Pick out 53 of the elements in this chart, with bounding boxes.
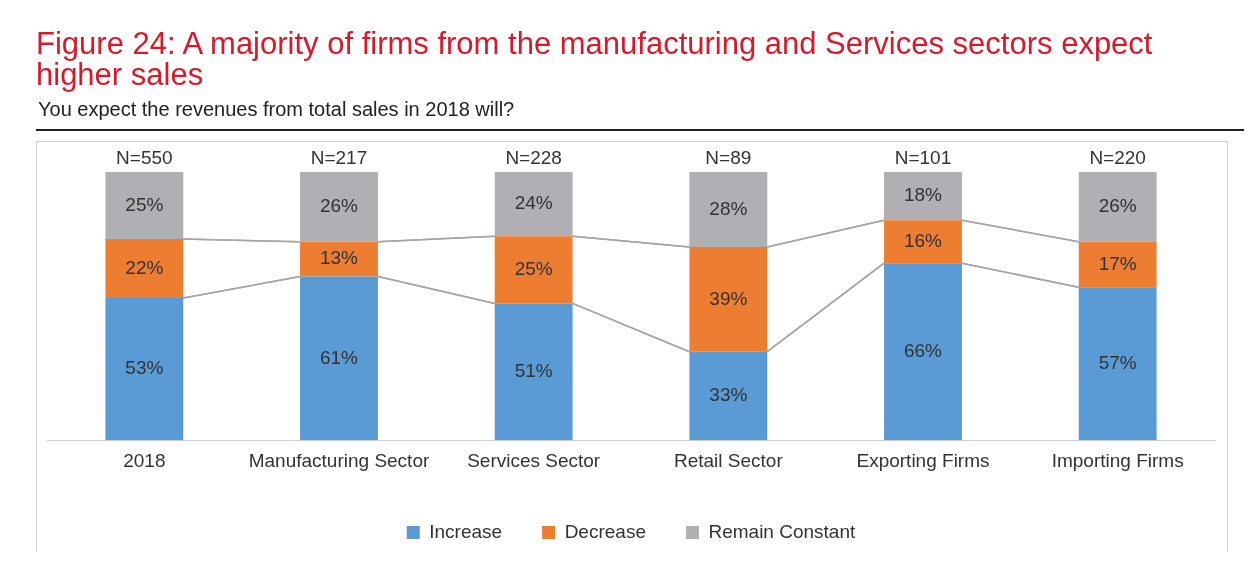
legend-label: Increase: [429, 520, 503, 542]
bar: [105, 239, 184, 299]
bar: [884, 263, 962, 441]
x-tick-label: Services Sector: [467, 449, 601, 471]
bar: [494, 172, 573, 237]
data-label: 22%: [125, 256, 164, 278]
data-label: 26%: [319, 195, 359, 217]
bar: [300, 276, 378, 441]
data-label: 26%: [1098, 195, 1137, 217]
bar: [1078, 172, 1157, 242]
data-label: 16%: [903, 229, 943, 251]
chart-subtitle: You expect the revenues from total sales in 2018 will?: [36, 94, 1244, 131]
legend-label: Decrease: [564, 520, 646, 542]
bar: [1078, 287, 1157, 441]
annotation: N=217: [310, 146, 368, 168]
bar: [494, 303, 573, 441]
bar: [105, 172, 184, 240]
bar: [494, 236, 573, 304]
x-tick-label: Exporting Firms: [856, 449, 990, 471]
data-label: 28%: [709, 197, 748, 219]
data-label: 61%: [319, 346, 359, 368]
bar: [689, 351, 768, 441]
x-tick-label: 2018: [123, 449, 166, 471]
data-label: 25%: [125, 193, 164, 215]
annotation: N=101: [894, 146, 952, 168]
data-label: 39%: [709, 287, 748, 309]
data-label: 17%: [1098, 252, 1137, 274]
bar: [689, 172, 768, 248]
data-label: 25%: [514, 258, 553, 280]
bar: [105, 298, 184, 441]
annotation: N=228: [505, 146, 562, 168]
data-label: 53%: [125, 357, 164, 379]
bar: [1078, 241, 1157, 288]
annotation: N=89: [705, 146, 752, 168]
x-tick-label: Retail Sector: [673, 449, 784, 471]
data-label: 57%: [1098, 352, 1137, 373]
chart-title: Figure 24: A majority of firms from the manufacturing and Services sectors expect higher sales: [35, 25, 1154, 94]
data-label: 51%: [514, 360, 553, 382]
bar: [300, 241, 378, 277]
bar: [689, 247, 768, 352]
data-label: 13%: [319, 247, 359, 269]
data-label: 33%: [709, 384, 748, 406]
bar: [884, 172, 962, 221]
bar: [300, 172, 378, 242]
data-label: 18%: [903, 184, 943, 206]
annotation: N=550: [116, 146, 173, 168]
data-label: 24%: [514, 192, 553, 214]
x-tick-label: Importing Firms: [1051, 449, 1184, 471]
legend-label: Remain Constant: [708, 520, 856, 542]
data-label: 66%: [903, 339, 943, 361]
annotation: N=220: [1089, 146, 1146, 168]
x-tick-label: Manufacturing Sector: [248, 449, 430, 471]
bar: [884, 220, 962, 264]
